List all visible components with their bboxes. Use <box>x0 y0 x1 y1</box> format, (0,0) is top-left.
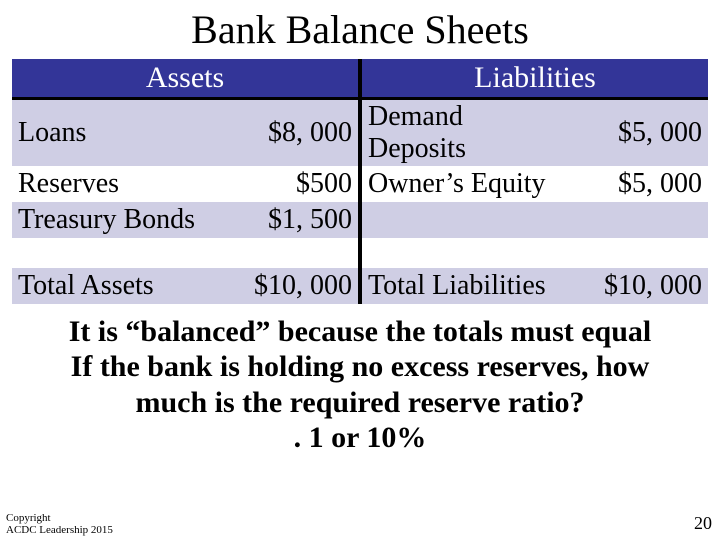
liability-value: $5, 000 <box>568 99 708 167</box>
table-total-row: Total Assets $10, 000 Total Liabilities … <box>12 268 708 304</box>
liability-value: $5, 000 <box>568 166 708 202</box>
table-spacer-row <box>12 238 708 268</box>
explain-line: If the bank is holding no excess reserve… <box>8 349 712 384</box>
copyright-footer: Copyright ACDC Leadership 2015 <box>6 512 113 536</box>
asset-label: Treasury Bonds <box>12 202 220 238</box>
footer-line: Copyright <box>6 512 113 524</box>
asset-label: Reserves <box>12 166 220 202</box>
asset-value: $500 <box>220 166 360 202</box>
asset-value: $1, 500 <box>220 202 360 238</box>
explain-line: much is the required reserve ratio? <box>8 385 712 420</box>
total-liabilities-value: $10, 000 <box>568 268 708 304</box>
liability-value <box>568 202 708 238</box>
liabilities-header: Liabilities <box>360 59 708 99</box>
liability-label: Owner’s Equity <box>360 166 568 202</box>
footer-line: ACDC Leadership 2015 <box>6 524 113 536</box>
table-row: Loans $8, 000 Demand Deposits $5, 000 <box>12 99 708 167</box>
total-liabilities-label: Total Liabilities <box>360 268 568 304</box>
explain-line: It is “balanced” because the totals must… <box>8 314 712 349</box>
asset-label: Loans <box>12 99 220 167</box>
page-title: Bank Balance Sheets <box>0 0 720 59</box>
total-assets-label: Total Assets <box>12 268 220 304</box>
table-row: Reserves $500 Owner’s Equity $5, 000 <box>12 166 708 202</box>
assets-header: Assets <box>12 59 360 99</box>
explain-line: . 1 or 10% <box>8 420 712 455</box>
page-number: 20 <box>694 513 712 534</box>
asset-value: $8, 000 <box>220 99 360 167</box>
liability-label: Demand Deposits <box>360 99 568 167</box>
balance-sheet-table: Assets Liabilities Loans $8, 000 Demand … <box>12 59 708 304</box>
explanation-text: It is “balanced” because the totals must… <box>0 304 720 456</box>
table-header-row: Assets Liabilities <box>12 59 708 99</box>
liability-label <box>360 202 568 238</box>
total-assets-value: $10, 000 <box>220 268 360 304</box>
table-row: Treasury Bonds $1, 500 <box>12 202 708 238</box>
